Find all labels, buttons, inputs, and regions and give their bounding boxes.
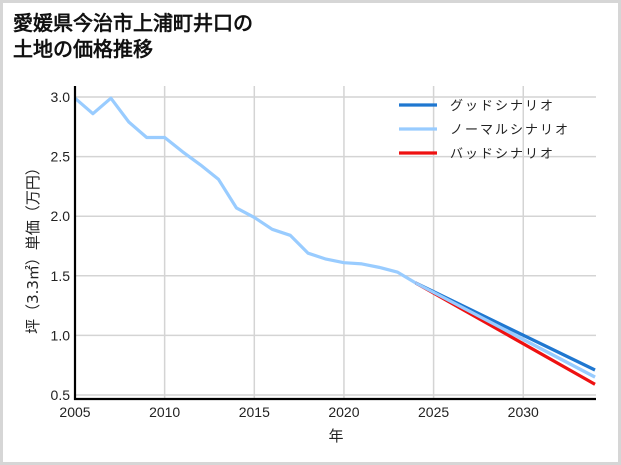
y-axis-ticks: 0.5 1.0 1.5 2.0 2.5 3.0 [51,89,71,403]
x-axis-ticks: 2005 2010 2015 2020 2025 2030 [59,404,539,420]
y-axis-label: 坪（3.3㎡）単価（万円） [24,160,42,334]
legend-item: ノーマルシナリオ [399,123,570,138]
x-axis-label: 年 [328,427,343,445]
legend-item: バッドシナリオ [399,147,555,162]
y-tick-label: 2.5 [51,149,71,165]
legend-label: グッドシナリオ [450,99,555,114]
y-tick-label: 3.0 [51,89,71,105]
x-tick-label: 2020 [328,404,359,420]
y-tick-label: 1.5 [51,268,71,284]
axes [73,86,596,401]
data-series [73,96,596,386]
grid-lines [75,86,596,399]
x-tick-label: 2010 [149,404,180,420]
legend-label: バッドシナリオ [450,147,555,162]
chart-title: 愛媛県今治市上浦町井口の 土地の価格推移 [13,10,253,62]
y-tick-label: 0.5 [51,387,71,403]
x-tick-label: 2015 [239,404,270,420]
legend-item: グッドシナリオ [399,99,555,114]
y-tick-label: 2.0 [51,208,71,224]
chart-title-line-1: 愛媛県今治市上浦町井口の [13,11,253,35]
y-tick-label: 1.0 [51,327,71,343]
chart-title-line-2: 土地の価格推移 [13,37,153,61]
x-tick-label: 2005 [59,404,90,420]
x-tick-label: 2030 [508,404,539,420]
series-line-normal-forecast [414,281,596,379]
series-line-1 [73,96,596,379]
x-tick-label: 2025 [418,404,449,420]
legend-label: ノーマルシナリオ [450,123,570,138]
